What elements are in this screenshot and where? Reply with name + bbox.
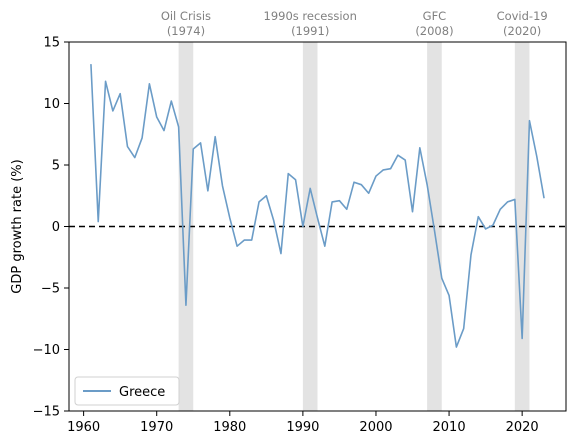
series-line-greece bbox=[90, 64, 545, 348]
crisis-labels: Oil Crisis(1974) 1990s recession(1991) GFC… bbox=[161, 9, 548, 38]
y-axis-label: GDP growth rate (%) bbox=[10, 159, 25, 293]
crisis-label-year-1: (1991) bbox=[291, 24, 329, 38]
x-tick-label-2000: 2000 bbox=[359, 420, 392, 435]
x-tick-label-2020: 2020 bbox=[506, 420, 539, 435]
x-tick-label-1960: 1960 bbox=[67, 420, 100, 435]
crisis-label-name-2: GFC bbox=[423, 9, 447, 23]
legend-box bbox=[74, 376, 180, 406]
crisis-label-name-0: Oil Crisis bbox=[161, 9, 211, 23]
y-axis-ticks: −15 −10 −5 0 5 10 15 bbox=[33, 36, 69, 420]
legend-entry-greece: Greece bbox=[119, 385, 165, 400]
crisis-label-year-0: (1974) bbox=[167, 24, 205, 38]
crisis-label-name-1: 1990s recession bbox=[264, 9, 357, 23]
crisis-band-0 bbox=[178, 42, 194, 411]
y-tick-label-5: 5 bbox=[52, 159, 60, 174]
y-tick-label-15: 15 bbox=[43, 36, 60, 51]
legend: Greece bbox=[74, 376, 180, 406]
series-lines bbox=[90, 64, 545, 348]
x-axis-ticks: 1960 1970 1980 1990 2000 2010 2020 bbox=[67, 411, 539, 435]
crisis-label-year-3: (2020) bbox=[503, 24, 541, 38]
crisis-label-name-3: Covid-19 bbox=[497, 9, 548, 23]
x-tick-label-1970: 1970 bbox=[140, 420, 173, 435]
y-tick-label--5: −5 bbox=[41, 282, 60, 297]
x-tick-label-1990: 1990 bbox=[286, 420, 319, 435]
y-tick-label--15: −15 bbox=[33, 405, 60, 420]
y-tick-label--10: −10 bbox=[33, 343, 60, 358]
y-tick-label-0: 0 bbox=[52, 220, 60, 235]
crisis-label-year-2: (2008) bbox=[415, 24, 453, 38]
x-tick-label-1980: 1980 bbox=[213, 420, 246, 435]
y-tick-label-10: 10 bbox=[43, 97, 60, 112]
x-tick-label-2010: 2010 bbox=[433, 420, 466, 435]
